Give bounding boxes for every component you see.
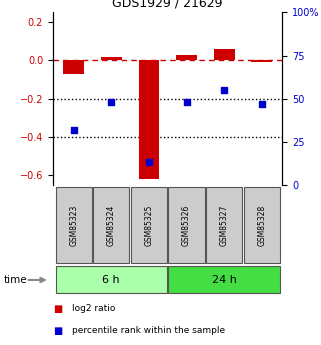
Text: GSM85328: GSM85328 xyxy=(257,204,266,246)
Bar xyxy=(101,57,122,60)
Bar xyxy=(139,60,159,179)
Point xyxy=(109,99,114,105)
Text: GSM85325: GSM85325 xyxy=(144,204,153,246)
Bar xyxy=(63,60,84,74)
Text: percentile rank within the sample: percentile rank within the sample xyxy=(72,326,225,335)
Bar xyxy=(176,55,197,60)
Text: ■: ■ xyxy=(53,326,62,336)
Text: GSM85324: GSM85324 xyxy=(107,204,116,246)
Point xyxy=(71,127,76,132)
Text: time: time xyxy=(3,275,27,285)
Bar xyxy=(131,187,167,263)
Bar xyxy=(206,187,242,263)
Point xyxy=(184,99,189,105)
Text: log2 ratio: log2 ratio xyxy=(72,305,116,314)
Text: GSM85323: GSM85323 xyxy=(69,204,78,246)
Point xyxy=(259,101,265,107)
Bar xyxy=(56,266,167,294)
Title: GDS1929 / 21629: GDS1929 / 21629 xyxy=(112,0,223,10)
Text: 6 h: 6 h xyxy=(102,275,120,285)
Bar xyxy=(251,60,272,62)
Bar xyxy=(244,187,280,263)
Point xyxy=(221,87,227,93)
Bar xyxy=(169,266,280,294)
Text: ■: ■ xyxy=(53,304,62,314)
Bar xyxy=(56,187,92,263)
Point xyxy=(146,160,152,165)
Text: GSM85326: GSM85326 xyxy=(182,204,191,246)
Text: GSM85327: GSM85327 xyxy=(220,204,229,246)
Bar xyxy=(214,49,235,60)
Text: 24 h: 24 h xyxy=(212,275,237,285)
Bar xyxy=(169,187,204,263)
Bar xyxy=(93,187,129,263)
